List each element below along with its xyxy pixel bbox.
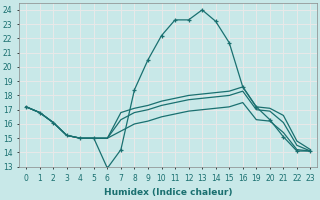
X-axis label: Humidex (Indice chaleur): Humidex (Indice chaleur) bbox=[104, 188, 233, 197]
